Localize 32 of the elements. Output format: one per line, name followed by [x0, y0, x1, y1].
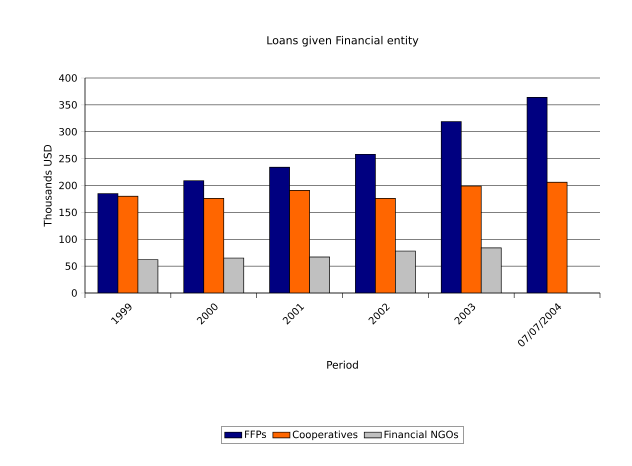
bar: [290, 190, 310, 293]
bar: [224, 258, 244, 293]
y-tick-label: 100: [60, 235, 77, 244]
y-tick-label: 200: [59, 182, 77, 190]
bar: [546, 182, 568, 293]
bar: [395, 251, 416, 293]
bar: [375, 198, 396, 293]
y-tick-label: 350: [59, 101, 77, 109]
bar: [461, 186, 482, 293]
bar: [310, 256, 330, 293]
chart-title: Loans given Financial entity: [267, 36, 418, 47]
y-tick-label: 50: [66, 262, 77, 270]
bar: [355, 154, 376, 293]
bar: [441, 122, 462, 293]
y-tick-label: 400: [58, 74, 77, 82]
x-axis-title: Period: [327, 360, 358, 369]
y-tick-label: 250: [59, 154, 77, 162]
bar: [118, 196, 138, 293]
bar: [204, 198, 224, 293]
y-tick-label: 150: [60, 208, 77, 216]
y-tick-label: 0: [72, 289, 77, 297]
y-axis-title: Thousands USD: [44, 144, 52, 227]
bar: [184, 180, 204, 293]
bar: [526, 97, 548, 293]
legend-label: Cooperatives: [292, 430, 358, 440]
legend-label: Financial NGOs: [384, 430, 458, 438]
bar: [138, 260, 158, 293]
bar: [480, 248, 502, 293]
legend-label: FFPs: [245, 430, 266, 438]
y-tick-label: 300: [59, 128, 77, 136]
bar: [98, 194, 118, 293]
bar: [270, 167, 290, 293]
